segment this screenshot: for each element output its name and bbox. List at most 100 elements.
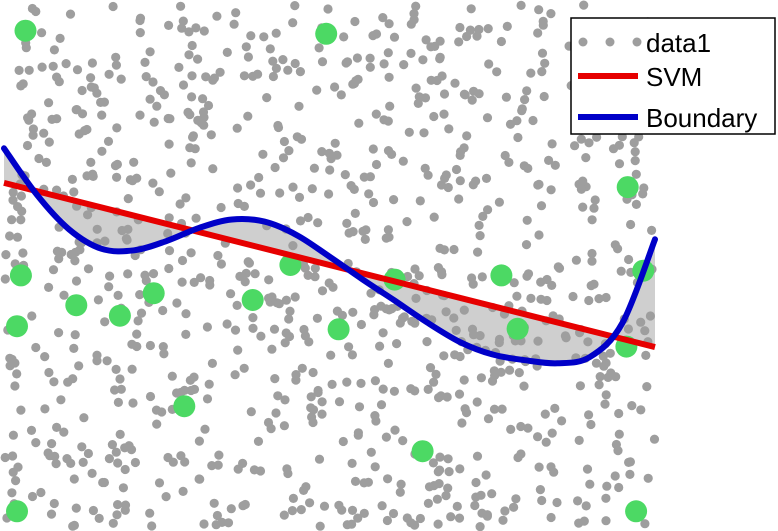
data1-point [423,498,433,508]
data1-point [570,141,580,151]
highlight-point [315,22,338,45]
data1-point [439,351,449,361]
data1-point [541,437,551,447]
data1-point [492,67,502,77]
data1-point [484,59,494,69]
data1-point [606,368,616,378]
data1-point [240,277,250,287]
data1-point [65,9,76,19]
data1-point [594,294,604,304]
data1-point [614,159,625,169]
data1-point [516,0,526,10]
data1-point [444,124,454,134]
data1-point [465,25,475,35]
data1-point [354,118,364,128]
data1-point [461,408,472,418]
data1-point [232,300,242,310]
data1-point [303,270,313,280]
data1-point [521,240,532,250]
highlight-point [327,318,350,341]
data1-point [8,187,18,197]
data1-point [27,311,37,321]
data1-point [642,382,652,392]
data1-point [378,328,388,338]
data1-point [187,92,197,102]
data1-point [439,245,449,255]
data1-point [268,56,278,66]
data1-point [145,47,155,57]
data1-point [246,180,256,190]
data1-point [176,1,186,11]
data1-point [455,464,465,474]
data1-point [390,425,400,435]
data1-point [419,128,429,138]
data1-point [130,457,140,468]
data1-point [516,449,526,459]
data1-point [481,470,491,480]
data1-point [474,89,484,99]
data1-point [537,495,547,506]
data1-point [44,282,54,292]
data1-point [468,279,478,289]
data1-point [104,282,114,292]
data1-point [185,143,195,153]
data1-point [145,508,155,518]
data1-point [273,391,283,401]
data1-point [553,262,563,272]
data1-point [313,218,323,228]
data1-point [123,194,133,204]
data1-point [149,117,159,127]
data1-point [87,58,97,68]
data1-point [317,409,327,419]
data1-point [113,500,123,510]
data1-point [550,403,560,413]
data1-point [97,146,107,156]
data1-point [477,272,487,282]
data1-point [601,493,611,503]
data1-point [398,436,408,446]
data1-point [191,23,201,33]
data1-point [381,432,391,442]
data1-point [187,71,197,81]
data1-point [534,5,544,15]
data1-point [140,57,150,67]
data1-point [24,65,34,75]
data1-point [161,492,171,502]
data1-point [317,57,328,67]
data1-point [7,215,17,225]
data1-point [158,305,168,316]
data1-point [631,169,641,179]
data1-point [414,271,424,281]
data1-point [429,111,439,122]
data1-point [436,391,446,401]
data1-point [191,213,201,223]
data1-point [526,293,536,303]
data1-point [347,350,357,360]
data1-point [136,308,147,318]
data1-point [47,439,57,449]
data1-point [383,474,393,484]
data1-point [291,375,301,385]
data1-point [455,176,465,186]
data1-point [536,294,546,304]
data1-point [454,513,465,523]
data1-point [378,13,388,23]
data1-point [526,68,536,78]
data1-point [344,228,354,238]
data1-point [104,69,114,79]
data1-point [44,367,54,378]
data1-point [152,419,162,429]
data1-point [516,421,526,432]
data1-point [309,163,319,173]
data1-point [299,324,309,335]
data1-point [264,275,274,285]
data1-point [522,86,532,96]
data1-point [581,501,591,511]
data1-point [180,457,190,467]
data1-point [498,515,508,525]
data1-point [384,72,394,82]
data1-point [31,6,41,17]
highlight-point [173,395,196,418]
data1-point [573,496,583,506]
data1-point [69,187,79,197]
